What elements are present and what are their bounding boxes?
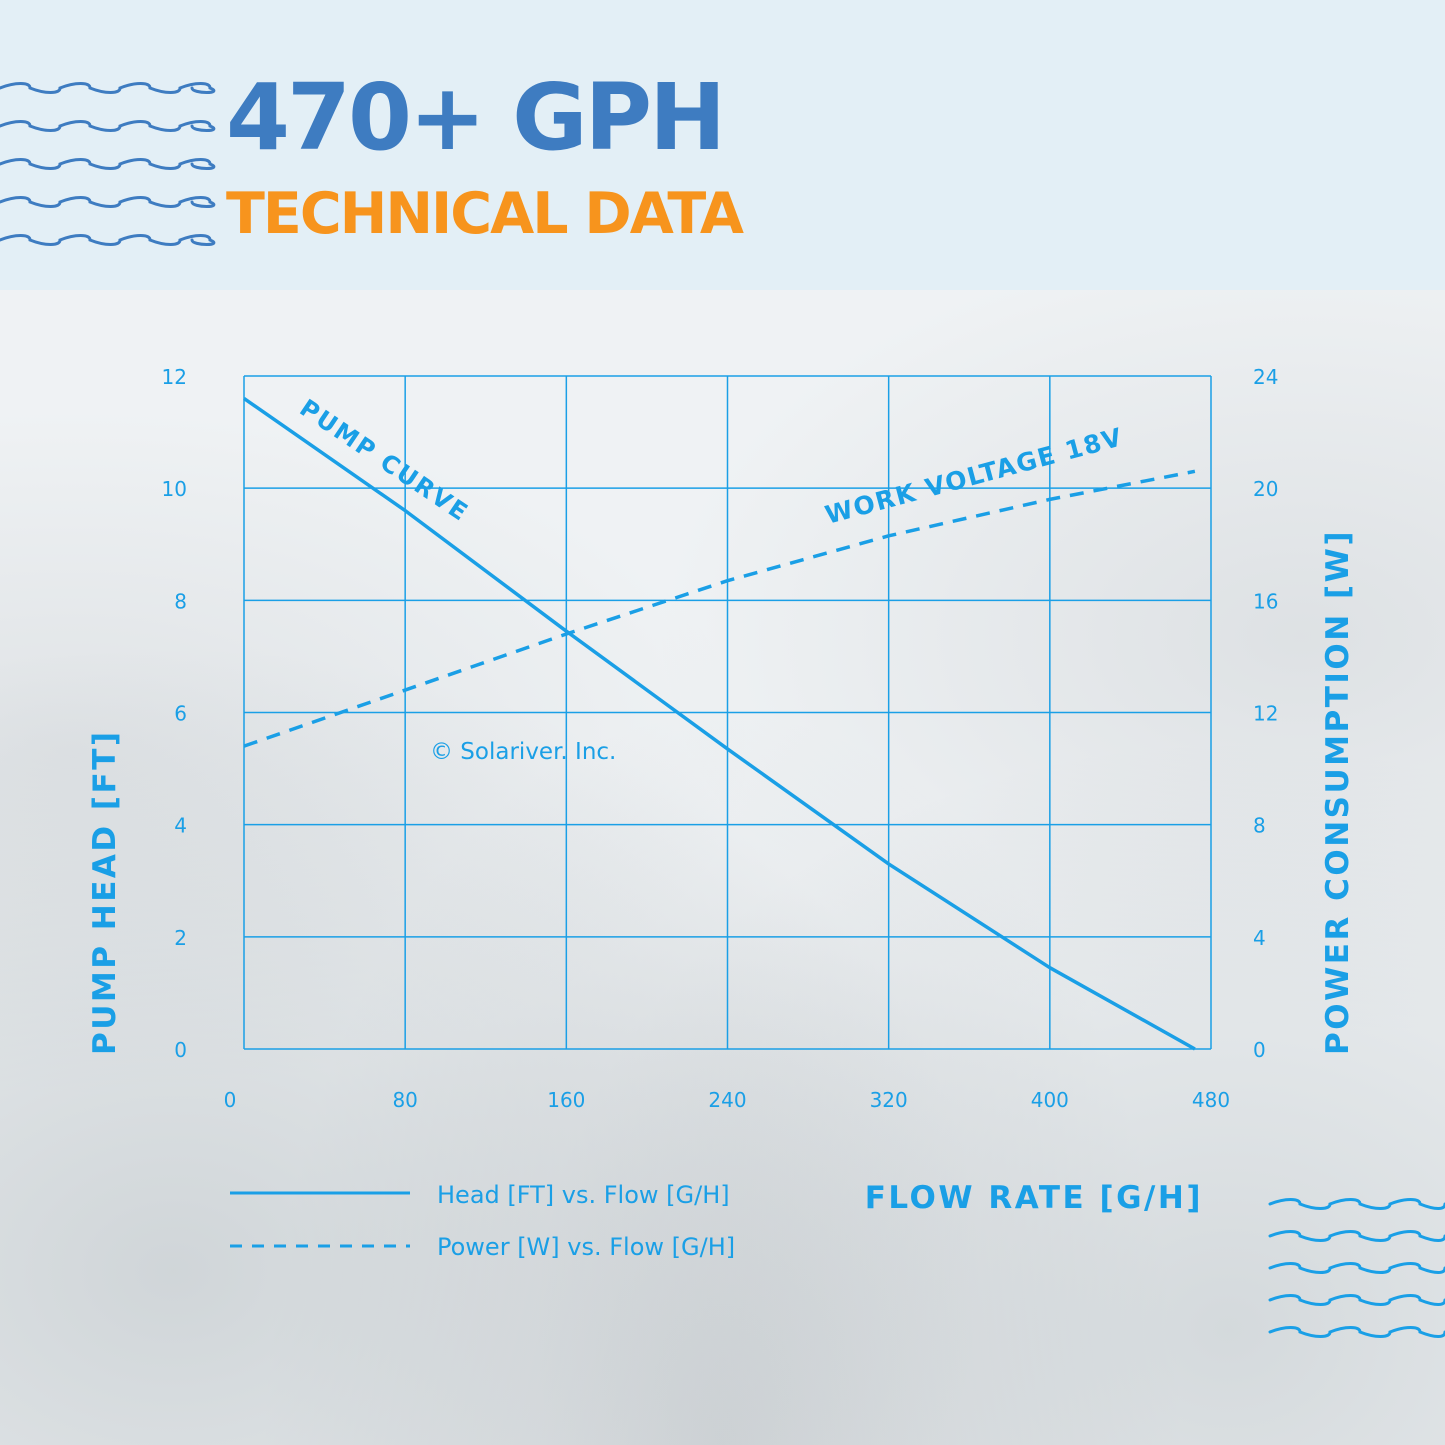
x-tick-label: 480	[1192, 1088, 1230, 1112]
y-tick-label: 10	[162, 477, 187, 501]
wave-line	[1268, 1294, 1445, 1306]
wave-decoration-top	[0, 82, 216, 246]
y-tick-label: 12	[162, 365, 187, 389]
y2-tick-label: 20	[1253, 477, 1278, 501]
legend-label-power: Power [W] vs. Flow [G/H]	[437, 1233, 735, 1261]
y2-tick-label: 8	[1253, 814, 1266, 838]
wave-line	[0, 158, 216, 170]
chart-legend: Head [FT] vs. Flow [G/H] Power [W] vs. F…	[230, 1181, 735, 1261]
wave-line	[1268, 1230, 1445, 1242]
chart-series	[243, 396, 1196, 1051]
y2-tick-label: 24	[1253, 365, 1278, 389]
head-curve-line	[243, 396, 1196, 1051]
wave-line	[1268, 1198, 1445, 1210]
x-tick-label: 160	[547, 1088, 585, 1112]
y-tick-label: 4	[174, 814, 187, 838]
page-subtitle: TECHNICAL DATA	[226, 181, 744, 247]
x-tick-label: 80	[392, 1088, 417, 1112]
background-photo	[0, 290, 1445, 1445]
x-tick-label: 240	[708, 1088, 746, 1112]
legend-label-head: Head [FT] vs. Flow [G/H]	[437, 1181, 730, 1209]
y2-tick-label: 4	[1253, 926, 1266, 950]
x-tick-labels: 0 80 160 240 320 400 480	[224, 1088, 1230, 1112]
y-axis-label: PUMP HEAD [FT]	[87, 729, 123, 1055]
y2-axis-label: POWER CONSUMPTION [W]	[1320, 529, 1356, 1055]
wave-line	[0, 196, 216, 208]
page-title: 470+ GPH	[226, 64, 726, 171]
y2-tick-labels: 0 4 8 12 16 20 24	[1253, 365, 1278, 1062]
y-tick-label: 8	[174, 589, 187, 613]
x-tick-label: 400	[1031, 1088, 1069, 1112]
wave-line	[1268, 1262, 1445, 1274]
y-tick-label: 6	[174, 702, 187, 726]
wave-line	[1268, 1326, 1445, 1338]
copyright-watermark: © Solariver. Inc.	[430, 739, 616, 765]
y2-tick-label: 0	[1253, 1038, 1266, 1062]
header-banner	[0, 0, 1445, 290]
wave-decoration-bottom	[1268, 1198, 1445, 1338]
x-tick-label: 320	[870, 1088, 908, 1112]
x-tick-label: 0	[224, 1088, 237, 1112]
wave-line	[0, 234, 216, 246]
y-tick-label: 0	[174, 1038, 187, 1062]
pump-curve-annotation: PUMP CURVE	[295, 394, 474, 528]
chart-grid	[243, 375, 1212, 1050]
y-tick-label: 2	[174, 926, 187, 950]
wave-line	[0, 82, 216, 94]
y2-tick-label: 12	[1253, 702, 1278, 726]
power-curve-line	[243, 469, 1196, 748]
wave-line	[0, 120, 216, 132]
work-voltage-annotation: WORK VOLTAGE 18V	[822, 422, 1126, 529]
y-tick-labels: 0 2 4 6 8 10 12	[162, 365, 187, 1062]
x-axis-label: FLOW RATE [G/H]	[865, 1180, 1203, 1216]
y2-tick-label: 16	[1253, 589, 1278, 613]
